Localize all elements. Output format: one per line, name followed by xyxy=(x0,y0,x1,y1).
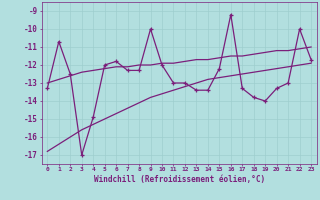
X-axis label: Windchill (Refroidissement éolien,°C): Windchill (Refroidissement éolien,°C) xyxy=(94,175,265,184)
